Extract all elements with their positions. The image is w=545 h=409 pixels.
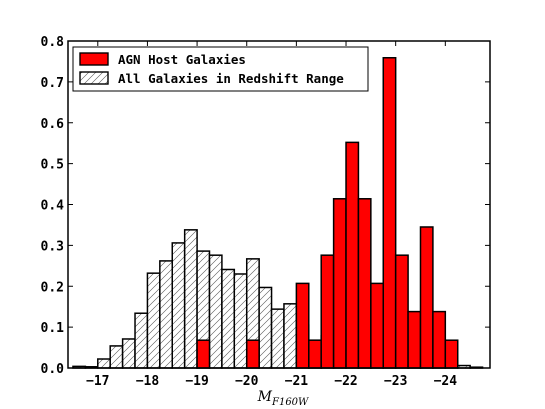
legend-label-all: All Galaxies in Redshift Range xyxy=(118,71,344,86)
agn-bar-11 xyxy=(407,310,422,369)
x-tick-label-7: −24 xyxy=(434,374,458,389)
x-tick-label-1: −18 xyxy=(136,374,160,389)
all-galaxies-bar-12 xyxy=(221,268,236,369)
agn-bar-6 xyxy=(345,141,360,369)
agn-bar-4 xyxy=(320,254,335,369)
x-tick-label-0: −17 xyxy=(86,374,109,389)
all-galaxies-bar-17 xyxy=(283,303,298,369)
all-galaxies-bar-4 xyxy=(121,338,136,369)
all-galaxies-bar-3 xyxy=(109,345,124,369)
all-galaxies-bar-8 xyxy=(171,242,186,369)
x-axis-label-sub: F160W xyxy=(271,397,309,408)
y-tick-label-7: 0.7 xyxy=(41,76,64,91)
all-galaxies-bar-16 xyxy=(270,308,285,369)
all-galaxies-bar-6 xyxy=(146,272,161,369)
all-galaxies-bar-5 xyxy=(134,312,149,369)
x-tick-label-5: −22 xyxy=(334,374,357,389)
legend-swatch-agn xyxy=(79,52,109,66)
y-tick-label-0: 0.0 xyxy=(41,362,65,377)
tick-labels: −17 −18 −19 −20 −21 −22 −23 −24 0.0 0.1 0.2 0.3 0.4 0… xyxy=(41,35,458,389)
x-tick-label-4: −21 xyxy=(285,374,309,389)
all-galaxies-bar-9 xyxy=(183,229,198,369)
y-tick-label-5: 0.5 xyxy=(41,158,64,173)
agn-bar-8 xyxy=(370,282,385,369)
axis-ticks xyxy=(68,40,490,369)
agn-bar-0 xyxy=(196,339,211,369)
x-axis-label: MF160W xyxy=(257,389,309,408)
y-tick-label-3: 0.3 xyxy=(41,239,64,254)
agn-bar-9 xyxy=(382,57,397,369)
agn-bar-1 xyxy=(245,339,260,369)
agn-bar-2 xyxy=(295,282,310,369)
y-tick-label-4: 0.4 xyxy=(41,199,65,214)
y-tick-label-6: 0.6 xyxy=(41,117,65,132)
x-tick-label-2: −19 xyxy=(185,374,208,389)
agn-bar-3 xyxy=(308,339,322,369)
legend-box xyxy=(72,46,369,92)
all-galaxies-bar-15 xyxy=(258,286,273,369)
all-galaxies-bar-7 xyxy=(159,260,174,369)
x-tick-label-6: −23 xyxy=(384,374,407,389)
agn-bar-7 xyxy=(357,198,372,369)
legend-label-agn: AGN Host Galaxies xyxy=(118,52,246,67)
agn-bar-14 xyxy=(444,339,459,369)
all-galaxies-bar-2 xyxy=(97,358,111,369)
legend: AGN Host Galaxies All Galaxies in Redshi… xyxy=(72,46,369,92)
y-tick-label-1: 0.1 xyxy=(41,321,65,336)
agn-bar-10 xyxy=(394,254,409,369)
agn-bar-13 xyxy=(432,310,447,369)
legend-swatch-all xyxy=(79,71,109,85)
x-axis-label-main: M xyxy=(257,389,273,405)
y-tick-label-8: 0.8 xyxy=(41,35,65,50)
x-tick-label-3: −20 xyxy=(235,374,259,389)
agn-bar-12 xyxy=(419,226,434,369)
y-tick-label-2: 0.2 xyxy=(41,280,64,295)
all-galaxies-bar-13 xyxy=(233,273,248,369)
all-galaxies-bar-11 xyxy=(208,254,223,369)
agn-bar-5 xyxy=(332,198,347,369)
